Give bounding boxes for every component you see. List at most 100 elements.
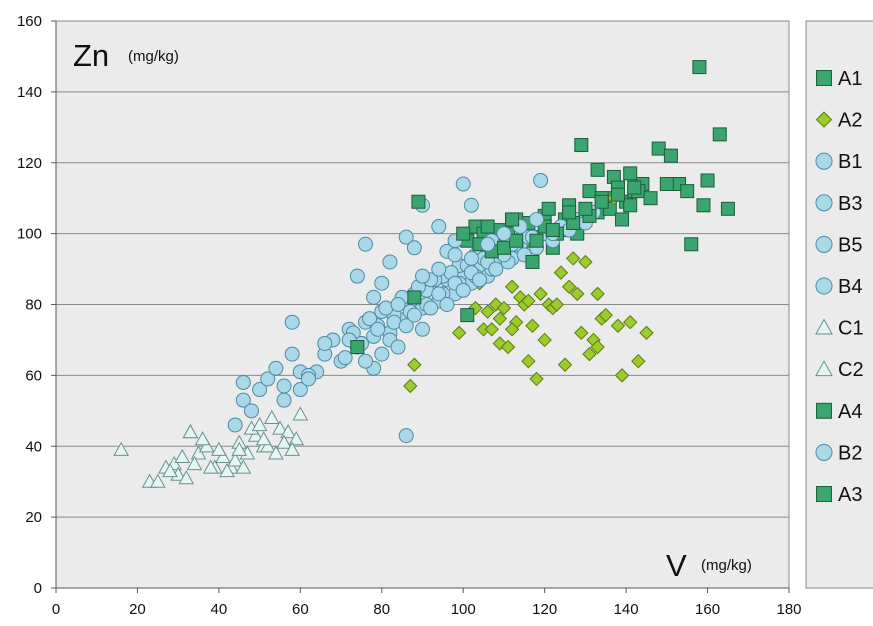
data-point-A2 [590, 286, 605, 302]
data-point-A1 [541, 201, 556, 216]
data-point-A3 [680, 184, 695, 199]
data-point-B5 [357, 236, 373, 252]
data-point-A3 [578, 201, 593, 216]
y-tick-label: 80 [25, 297, 42, 314]
data-point-A1 [582, 184, 597, 199]
data-point-A3 [610, 187, 625, 202]
data-point-C1 [149, 473, 166, 488]
legend-label-A3: A3 [838, 484, 862, 506]
data-point-B2 [284, 346, 300, 362]
data-point-B5 [268, 360, 284, 376]
legend-label-B3: B3 [838, 193, 862, 215]
data-point-A1 [574, 138, 589, 153]
data-points [113, 60, 735, 488]
data-point-A4 [411, 194, 426, 209]
data-point-B2 [235, 374, 251, 390]
data-point-C2 [178, 470, 195, 485]
legend-label-A1: A1 [838, 68, 862, 90]
data-point-B5 [390, 297, 406, 312]
data-point-B4 [406, 307, 422, 323]
data-point-B5 [382, 254, 398, 270]
axes [51, 20, 790, 593]
data-point-A3 [700, 173, 715, 188]
data-point-A2 [484, 322, 499, 337]
data-point-B5 [398, 229, 414, 245]
data-point-B5 [455, 176, 471, 192]
data-point-C2 [162, 463, 178, 478]
data-point-A2 [610, 318, 626, 333]
data-point-C1 [174, 448, 191, 463]
legend-label-C2: C2 [838, 359, 864, 381]
data-point-A2 [574, 325, 589, 341]
legend-marker-A4 [816, 402, 832, 419]
data-point-A3 [480, 219, 495, 234]
data-point-C1 [198, 438, 215, 453]
data-point-B2 [300, 371, 316, 387]
data-point-C2 [231, 441, 248, 456]
data-point-A2 [582, 346, 597, 362]
data-point-B5 [406, 240, 422, 256]
data-point-B4 [423, 300, 439, 316]
x-tick-label: 180 [776, 601, 801, 618]
data-point-B4 [374, 346, 390, 362]
data-point-C2 [182, 424, 199, 439]
data-point-A4 [509, 233, 524, 248]
x-tick-label: 0 [52, 601, 60, 618]
data-point-B4 [472, 272, 488, 288]
data-point-B2 [496, 226, 512, 242]
legend-label-C1: C1 [838, 318, 864, 340]
data-point-B5 [260, 371, 276, 387]
data-point-A2 [500, 339, 516, 355]
data-point-A4 [407, 290, 422, 305]
data-point-B1 [337, 350, 353, 366]
data-point-B4 [455, 282, 471, 298]
data-point-A1 [720, 201, 735, 216]
data-point-B5 [276, 378, 292, 394]
data-point-B2 [529, 211, 545, 227]
x-tick-label: 40 [211, 601, 228, 618]
x-axis-title: V [666, 548, 687, 583]
series-C2 [162, 406, 309, 485]
y-tick-label: 160 [17, 13, 42, 30]
data-point-A2 [529, 371, 544, 387]
data-point-B5 [252, 382, 268, 398]
data-point-A2 [504, 322, 520, 337]
y-axis-title: Zn [73, 38, 109, 73]
data-point-A1 [692, 60, 707, 75]
data-point-C2 [202, 459, 219, 474]
legend-marker-B3 [815, 194, 833, 212]
y-tick-labels: 0 20 40 60 80 100 120 140 160 [17, 13, 42, 597]
y-tick-label: 140 [17, 84, 42, 101]
data-point-B4 [488, 261, 504, 277]
data-point-A2 [537, 332, 552, 348]
legend-marker-A1 [816, 70, 832, 86]
data-point-A2 [496, 300, 512, 316]
data-point-B4 [431, 286, 447, 302]
data-point-A2 [504, 279, 520, 294]
x-tick-label: 100 [451, 601, 476, 618]
data-point-B5 [374, 275, 390, 291]
data-point-B2 [431, 261, 447, 277]
data-point-A1 [615, 212, 630, 227]
data-point-C2 [255, 431, 272, 446]
data-point-B5 [227, 417, 243, 433]
data-point-B2 [463, 250, 479, 266]
legend-marker-C1 [815, 318, 833, 335]
data-point-C1 [272, 420, 288, 435]
data-point-A1 [684, 237, 699, 252]
data-point-A4 [350, 340, 365, 355]
y-axis-unit: (mg/kg) [128, 48, 179, 65]
data-point-A2 [561, 279, 577, 294]
data-point-A3 [505, 212, 520, 227]
data-point-B3 [370, 321, 386, 337]
data-point-B2 [276, 392, 292, 408]
data-point-A1 [696, 198, 711, 213]
data-point-A3 [643, 191, 658, 206]
legend-marker-B1 [815, 152, 833, 170]
data-point-A2 [521, 353, 536, 369]
data-point-A1 [663, 148, 678, 163]
data-point-B2 [317, 335, 333, 351]
data-point-A2 [570, 286, 585, 302]
legend-marker-B5 [815, 235, 833, 253]
